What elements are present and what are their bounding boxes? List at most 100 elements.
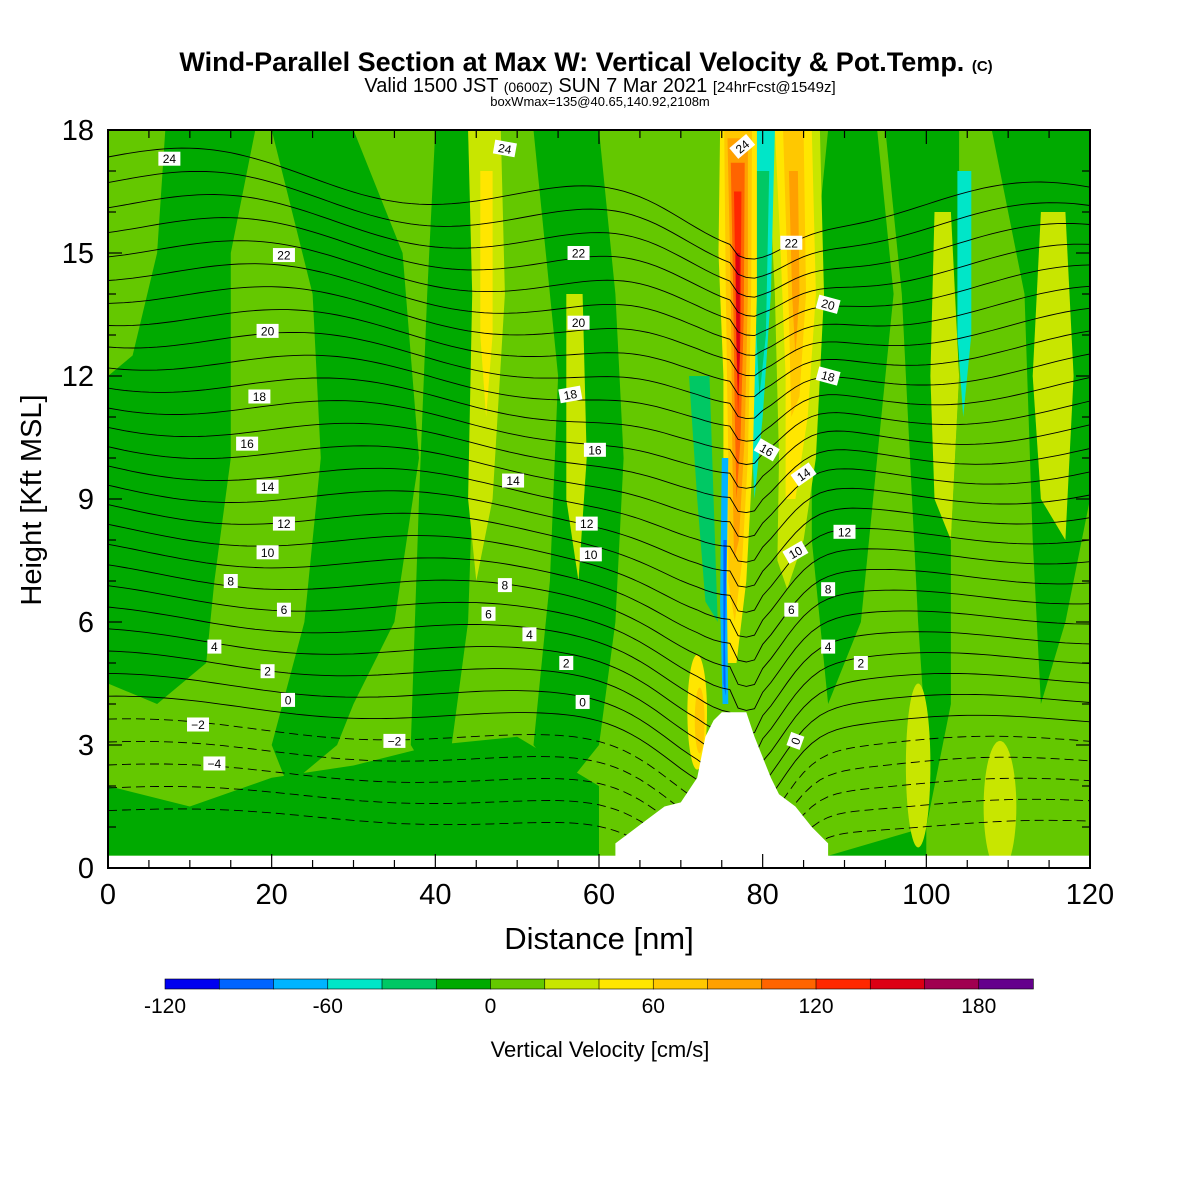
theta-contour-line — [108, 740, 1090, 853]
y-axis: 0 3 6 9 12 15 18 — [62, 115, 94, 885]
colorbar-swatch — [761, 978, 817, 990]
svg-text:20: 20 — [572, 316, 586, 330]
theta-contour-line — [108, 170, 1090, 279]
contour-label: 18 — [558, 385, 583, 404]
contour-label: 14 — [502, 473, 525, 488]
contour-label: 10 — [579, 547, 602, 562]
theta-contour-line — [108, 786, 1090, 853]
theta-contour-line — [108, 147, 1090, 260]
x-axis-label: Distance [nm] — [504, 921, 694, 956]
updraft-surface-east — [905, 683, 931, 848]
svg-text:10: 10 — [786, 543, 805, 562]
lee-wave-core — [788, 171, 800, 356]
colorbar-tick-label: -120 — [144, 995, 186, 1018]
contour-label: 4 — [207, 639, 222, 654]
updraft-core-5 — [735, 253, 740, 397]
colorbar-tick-label: 60 — [642, 995, 665, 1018]
svg-text:16: 16 — [240, 437, 254, 451]
theta-contour-line — [108, 377, 1090, 465]
colorbar-swatch — [164, 978, 220, 990]
svg-text:16: 16 — [588, 443, 602, 457]
updraft-west-2 — [480, 171, 493, 417]
minor-ticks — [107, 129, 1091, 869]
svg-text:10: 10 — [261, 546, 275, 560]
svg-text:22: 22 — [277, 249, 291, 263]
contour-label: 2 — [260, 664, 275, 679]
x-axis: 0 20 40 60 80 100 120 — [100, 879, 1114, 911]
theta-contour-line — [108, 354, 1090, 442]
svg-text:8: 8 — [227, 575, 234, 589]
colorbar-swatch — [978, 978, 1034, 990]
svg-text:0: 0 — [788, 735, 804, 746]
colorbar-swatch — [435, 978, 492, 990]
theta-contour-line — [108, 309, 1090, 398]
svg-text:−2: −2 — [191, 718, 205, 732]
contour-label: 4 — [821, 639, 836, 654]
sink-band-lower — [108, 736, 599, 856]
x-tick-label: 40 — [419, 879, 451, 911]
contour-label: 8 — [223, 574, 238, 589]
y-axis-label: Height [Kft MSL] — [16, 394, 48, 605]
svg-text:12: 12 — [580, 517, 594, 531]
colorbar-swatch — [652, 978, 709, 990]
contour-label: 24 — [158, 151, 181, 166]
y-tick-label: 0 — [78, 853, 94, 885]
colorbar-tick-label: 180 — [961, 995, 996, 1018]
svg-text:24: 24 — [163, 152, 177, 166]
colorbar: -120 -60 0 60 120 180 — [144, 978, 1034, 1018]
contour-label: 22 — [272, 248, 295, 263]
colorbar-swatch — [707, 978, 763, 990]
svg-text:2: 2 — [264, 665, 271, 679]
colorbar-swatch — [544, 978, 600, 990]
svg-text:12: 12 — [277, 517, 291, 531]
x-tick-label: 0 — [100, 879, 116, 911]
theta-contour-line — [108, 217, 1090, 317]
contour-label: −4 — [203, 756, 226, 771]
svg-text:0: 0 — [579, 695, 586, 709]
svg-text:12: 12 — [838, 525, 852, 539]
svg-text:0: 0 — [285, 693, 292, 707]
theta-contour-line — [108, 286, 1090, 377]
contour-label: 6 — [481, 606, 496, 621]
theta-contour-line — [108, 445, 1090, 538]
svg-text:18: 18 — [253, 390, 267, 404]
contour-label: 10 — [256, 545, 279, 560]
sink-band-west — [108, 130, 256, 704]
x-tick-label: 60 — [583, 879, 615, 911]
svg-text:18: 18 — [820, 368, 837, 385]
theta-contour-line — [108, 564, 1090, 687]
svg-text:20: 20 — [820, 296, 837, 313]
x-tick-label: 120 — [1066, 879, 1114, 911]
svg-text:10: 10 — [584, 548, 598, 562]
theta-contour-line — [108, 422, 1090, 514]
svg-text:4: 4 — [526, 628, 533, 642]
svg-text:14: 14 — [261, 480, 275, 494]
x-tick-label: 80 — [747, 879, 779, 911]
svg-text:20: 20 — [261, 324, 275, 338]
theta-contour-line — [108, 763, 1090, 853]
contour-label: 0 — [786, 731, 805, 750]
contour-label: 12 — [272, 516, 295, 531]
colorbar-swatch — [327, 978, 383, 990]
colorbar-swatch — [815, 978, 871, 990]
contour-label: −2 — [383, 733, 406, 748]
colorbar-tick-label: 120 — [798, 995, 833, 1018]
contour-label: 16 — [753, 438, 780, 462]
svg-text:4: 4 — [825, 640, 832, 654]
theta-contour-line — [108, 808, 1090, 853]
svg-text:22: 22 — [785, 236, 799, 250]
svg-text:6: 6 — [788, 603, 795, 617]
theta-contour-line — [108, 672, 1090, 803]
colorbar-label: Vertical Velocity [cm/s] — [491, 1037, 710, 1062]
svg-text:6: 6 — [485, 607, 492, 621]
svg-text:8: 8 — [825, 583, 832, 597]
chart-subtitle-2: boxWmax=135@40.65,140.92,2108m — [490, 94, 710, 109]
svg-text:22: 22 — [572, 247, 586, 261]
contour-label: 18 — [248, 389, 271, 404]
downdraft-west-of-core — [689, 376, 718, 622]
y-tick-label: 6 — [78, 607, 94, 639]
contour-label: 20 — [815, 294, 841, 314]
contour-label: 8 — [821, 582, 836, 597]
